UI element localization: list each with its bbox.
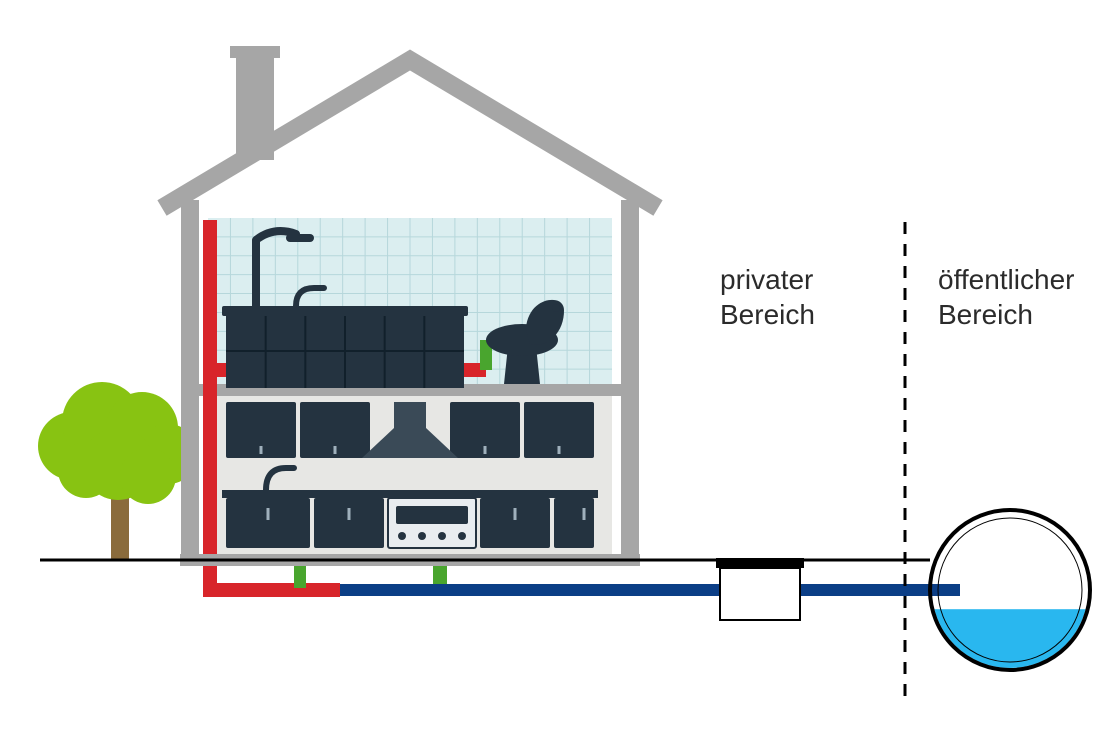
label-private-line2: Bereich [720, 297, 815, 332]
label-private-line1: privater [720, 262, 815, 297]
label-private: privater Bereich [720, 262, 815, 332]
label-public-line1: öffentlicher [938, 262, 1074, 297]
label-public-line2: Bereich [938, 297, 1074, 332]
label-public: öffentlicher Bereich [938, 262, 1074, 332]
diagram-svg [0, 0, 1112, 746]
